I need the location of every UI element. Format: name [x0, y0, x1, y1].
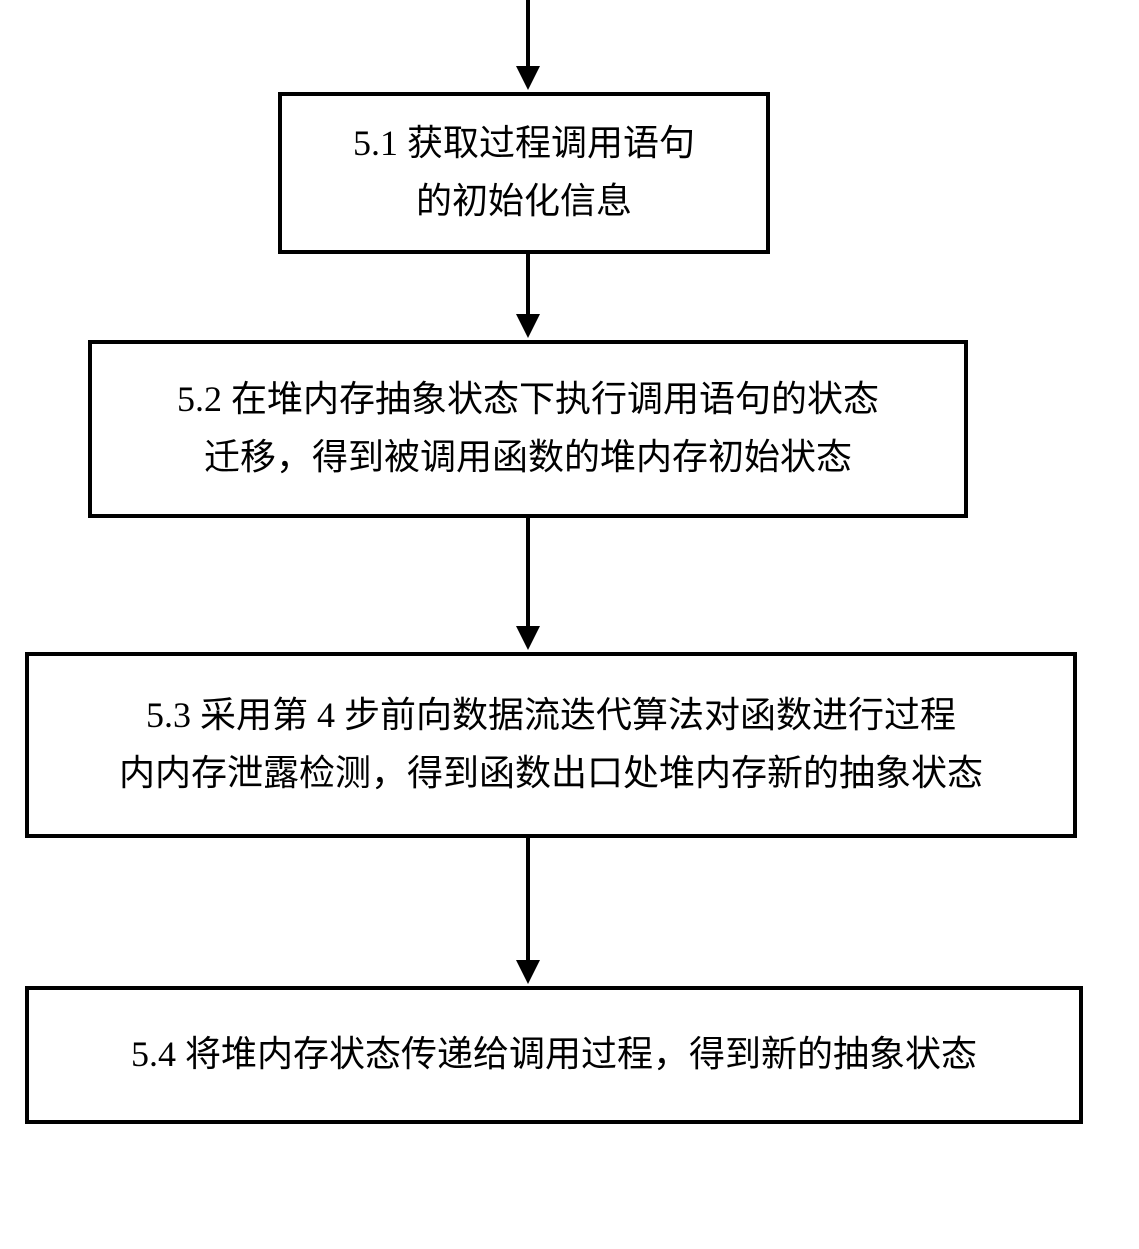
node-5-3-text: 5.3 采用第 4 步前向数据流迭代算法对函数进行过程 内内存泄露检测，得到函数… [119, 687, 983, 802]
flowchart-node-5-2: 5.2 在堆内存抽象状态下执行调用语句的状态 迁移，得到被调用函数的堆内存初始状… [88, 340, 968, 518]
flowchart-node-5-1: 5.1 获取过程调用语句 的初始化信息 [278, 92, 770, 254]
flowchart-container: 5.1 获取过程调用语句 的初始化信息 5.2 在堆内存抽象状态下执行调用语句的… [0, 0, 1139, 1249]
flowchart-node-5-4: 5.4 将堆内存状态传递给调用过程，得到新的抽象状态 [25, 986, 1083, 1124]
node-5-1-text: 5.1 获取过程调用语句 的初始化信息 [353, 115, 695, 230]
node-5-2-text: 5.2 在堆内存抽象状态下执行调用语句的状态 迁移，得到被调用函数的堆内存初始状… [177, 371, 879, 486]
flowchart-node-5-3: 5.3 采用第 4 步前向数据流迭代算法对函数进行过程 内内存泄露检测，得到函数… [25, 652, 1077, 838]
node-5-4-text: 5.4 将堆内存状态传递给调用过程，得到新的抽象状态 [131, 1026, 977, 1084]
